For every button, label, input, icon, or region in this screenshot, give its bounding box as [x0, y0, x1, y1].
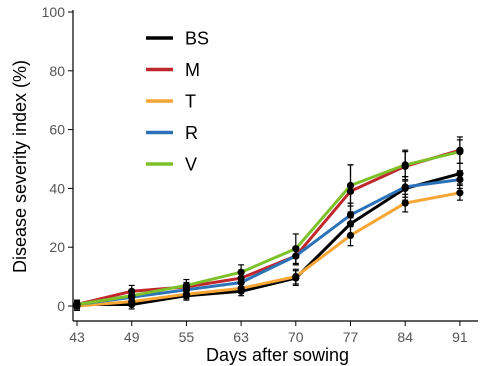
data-point [456, 189, 464, 197]
legend-item-bs: BS [146, 29, 209, 49]
x-tick-label: 63 [233, 329, 249, 345]
x-tick-label: 77 [343, 329, 359, 345]
series-line-v [76, 150, 461, 306]
series-t [76, 191, 461, 308]
series-m [76, 148, 461, 306]
data-point [128, 292, 136, 300]
data-point [456, 148, 464, 156]
series-line-t [76, 191, 461, 308]
data-point [456, 175, 464, 184]
x-tick-label: 91 [452, 329, 468, 345]
x-axis-title: Days after sowing [206, 345, 349, 365]
y-tick-label: 20 [49, 239, 65, 255]
data-point [237, 284, 245, 292]
legend-item-r: R [146, 123, 198, 143]
y-tick-label: 80 [49, 63, 65, 79]
data-point [73, 300, 81, 309]
y-tick-label: 0 [57, 298, 65, 314]
legend-label: T [185, 92, 196, 112]
legend-label: V [185, 155, 197, 175]
data-point [346, 187, 355, 195]
legend-item-m: M [146, 60, 200, 80]
legend-label: R [185, 123, 198, 143]
series-r [76, 178, 461, 306]
x-tick-label: 70 [288, 329, 304, 345]
data-point [346, 181, 355, 190]
data-point [292, 245, 300, 253]
points-v [73, 148, 464, 309]
legend-item-t: T [146, 92, 196, 112]
series-v [76, 150, 461, 306]
legend-label: BS [185, 29, 209, 49]
x-tick-label: 55 [179, 329, 195, 345]
data-point [401, 161, 409, 169]
series-layer [73, 136, 464, 312]
y-axis-title: Disease severity index (%) [10, 60, 30, 273]
data-point [237, 278, 245, 287]
data-point [182, 281, 190, 290]
data-point [346, 220, 355, 228]
data-point [401, 199, 409, 207]
series-line-r [76, 178, 461, 306]
series-line-m [76, 148, 461, 306]
x-tick-label: 43 [69, 329, 85, 345]
data-point [346, 211, 355, 219]
x-tick-label: 49 [124, 329, 140, 345]
x-tick-label: 84 [397, 329, 413, 345]
legend-label: M [185, 60, 200, 80]
axes: 0 20 40 60 80 100 43 49 55 63 70 77 84 91 [42, 4, 478, 345]
y-tick-label: 100 [42, 4, 66, 20]
data-point [456, 170, 464, 178]
y-tick-label: 60 [49, 122, 65, 138]
legend-item-v: V [146, 155, 197, 175]
series-line-bs [77, 172, 461, 306]
data-point [237, 268, 245, 276]
data-point [346, 231, 355, 240]
series-bs [77, 172, 461, 306]
data-point [401, 183, 409, 191]
y-tick-label: 40 [49, 180, 65, 196]
data-point [292, 252, 300, 260]
data-point [292, 273, 300, 281]
